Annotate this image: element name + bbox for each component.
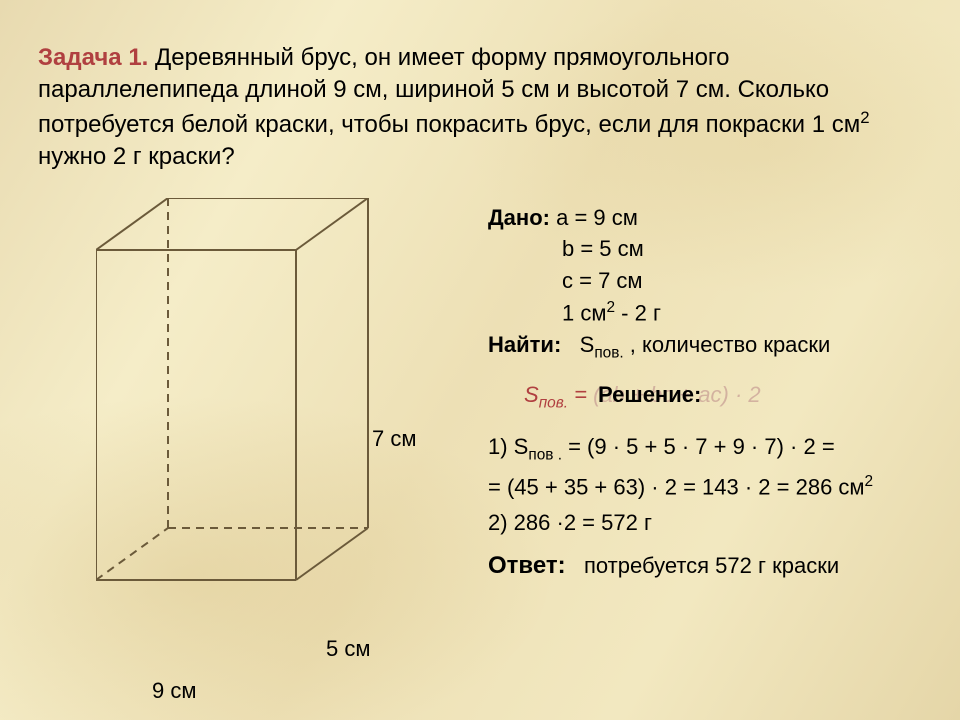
given-a: a = 9 см <box>556 205 638 230</box>
find-sub: пов. <box>594 345 623 362</box>
given-heading: Дано: <box>488 205 550 230</box>
formula-eq: = <box>568 382 587 407</box>
step1-p2: = (9 · 5 + 5 · 7 + 9 · 7) · 2 = <box>562 434 835 459</box>
dim-label-height: 7 см <box>372 426 416 452</box>
step-2: 2) 286 ·2 = 572 г <box>488 507 922 539</box>
problem-text-1: Деревянный брус, он имеет форму прямоуго… <box>38 44 860 138</box>
figure-column: 7 см 5 см 9 см <box>38 198 488 698</box>
formula-block: Sпов. = (ab + bc + ac) · 2 Решение: <box>488 379 922 411</box>
given-b: b = 5 см <box>562 233 922 265</box>
problem-sup: 2 <box>860 108 869 127</box>
given-rate-p1: 1 см <box>562 301 606 326</box>
formula-sub: пов. <box>539 395 568 412</box>
step-1-line-1: 1) Sпов . = (9 · 5 + 5 · 7 + 9 · 7) · 2 … <box>488 431 922 467</box>
cuboid-diagram <box>96 198 396 628</box>
answer-heading: Ответ: <box>488 552 566 579</box>
given-rate-p2: - 2 г <box>615 301 661 326</box>
formula-S: S <box>524 382 539 407</box>
problem-statement: Задача 1. Деревянный брус, он имеет форм… <box>38 42 922 174</box>
step1-l2-p1: = (45 + 35 + 63) · 2 = 143 · 2 = 286 см <box>488 474 865 499</box>
find-sym: S <box>580 332 595 357</box>
solution-heading: Решение: <box>598 379 701 411</box>
find-heading: Найти: <box>488 332 561 357</box>
solution-column: Дано: a = 9 см b = 5 см c = 7 см 1 см2 -… <box>488 198 922 698</box>
step1-l2-sup: 2 <box>865 473 874 490</box>
step1-sub: пов . <box>528 447 562 464</box>
step1-p1: 1) S <box>488 434 528 459</box>
solution-heading-text: Решение: <box>598 382 701 407</box>
given-rate-sup: 2 <box>606 299 615 316</box>
find-rest: , количество краски <box>624 332 831 357</box>
answer-line: Ответ: потребуется 572 г краски <box>488 549 922 584</box>
find-line: Найти: Sпов. , количество краски <box>488 329 922 365</box>
answer-text: потребуется 572 г краски <box>584 553 839 578</box>
given-rate: 1 см2 - 2 г <box>562 297 922 329</box>
given-c: c = 7 см <box>562 265 922 297</box>
given-block: Дано: a = 9 см b = 5 см c = 7 см 1 см2 -… <box>488 202 922 366</box>
problem-text-2: нужно 2 г краски? <box>38 143 235 170</box>
step-1-line-2: = (45 + 35 + 63) · 2 = 143 · 2 = 286 см2 <box>488 471 922 503</box>
dim-label-depth: 5 см <box>326 636 370 662</box>
problem-label: Задача 1. <box>38 44 148 71</box>
dim-label-width: 9 см <box>152 678 196 704</box>
